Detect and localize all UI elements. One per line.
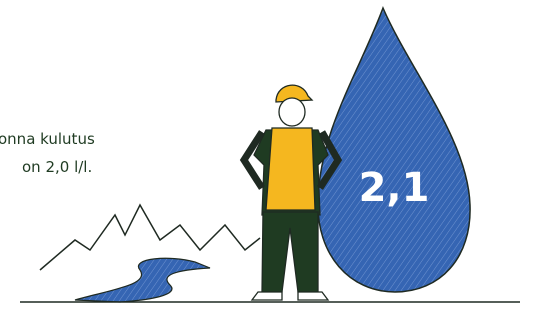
caption-line: onna kulutus (0, 130, 95, 148)
artwork: 2,1 (0, 0, 539, 313)
water-drop (318, 8, 470, 292)
caption-line: on 2,0 l/l. (22, 158, 92, 176)
drop-label: 2,1 (359, 165, 430, 211)
illustration: 2,1 onna kulutus on 2,0 l/l. (0, 0, 539, 313)
river (75, 258, 210, 302)
